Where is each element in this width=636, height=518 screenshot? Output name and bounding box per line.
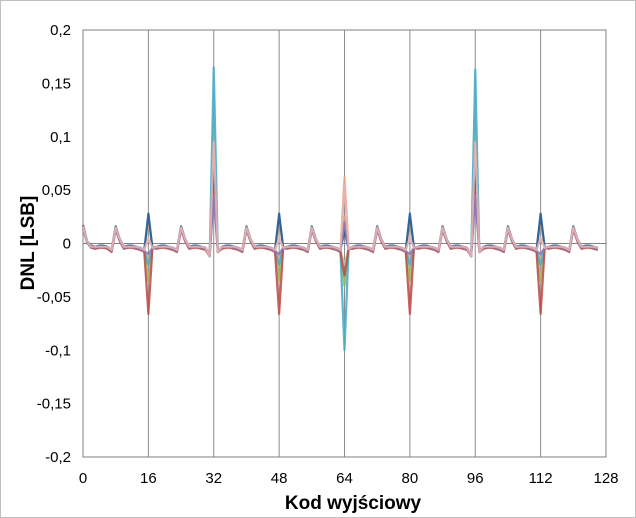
x-tick-label: 64 — [336, 470, 353, 487]
y-tick-label: 0,1 — [50, 129, 71, 146]
y-tick-label: -0,2 — [45, 449, 71, 466]
y-tick-label: 0,15 — [42, 75, 71, 92]
y-tick-label: -0,05 — [37, 289, 71, 306]
series-layer — [81, 66, 599, 352]
y-tick-label: -0,15 — [37, 396, 71, 413]
y-tick-label: 0 — [63, 236, 71, 253]
x-tick-label: 128 — [593, 470, 618, 487]
y-tick-label: 0,05 — [42, 182, 71, 199]
y-tick-labels: 0,2 0,15 0,1 0,05 0 -0,05 -0,1 -0,15 -0,2 — [37, 22, 71, 466]
y-tick-label: 0,2 — [50, 22, 71, 39]
x-tick-label: 112 — [529, 470, 553, 487]
x-tick-label: 32 — [205, 470, 222, 487]
series-line-9 — [81, 140, 599, 258]
x-tick-label: 80 — [402, 470, 419, 487]
x-tick-label: 16 — [140, 470, 157, 487]
x-tick-label: 0 — [79, 470, 87, 487]
y-tick-label: -0,1 — [45, 342, 71, 359]
x-tick-label: 96 — [467, 470, 484, 487]
y-axis-title: DNL [LSB] — [18, 196, 39, 291]
x-axis-title: Kod wyjściowy — [285, 493, 422, 514]
x-tick-labels: 0 16 32 48 64 80 96 112 128 — [79, 470, 619, 487]
series-line-5 — [81, 66, 599, 352]
x-tick-label: 48 — [271, 470, 288, 487]
